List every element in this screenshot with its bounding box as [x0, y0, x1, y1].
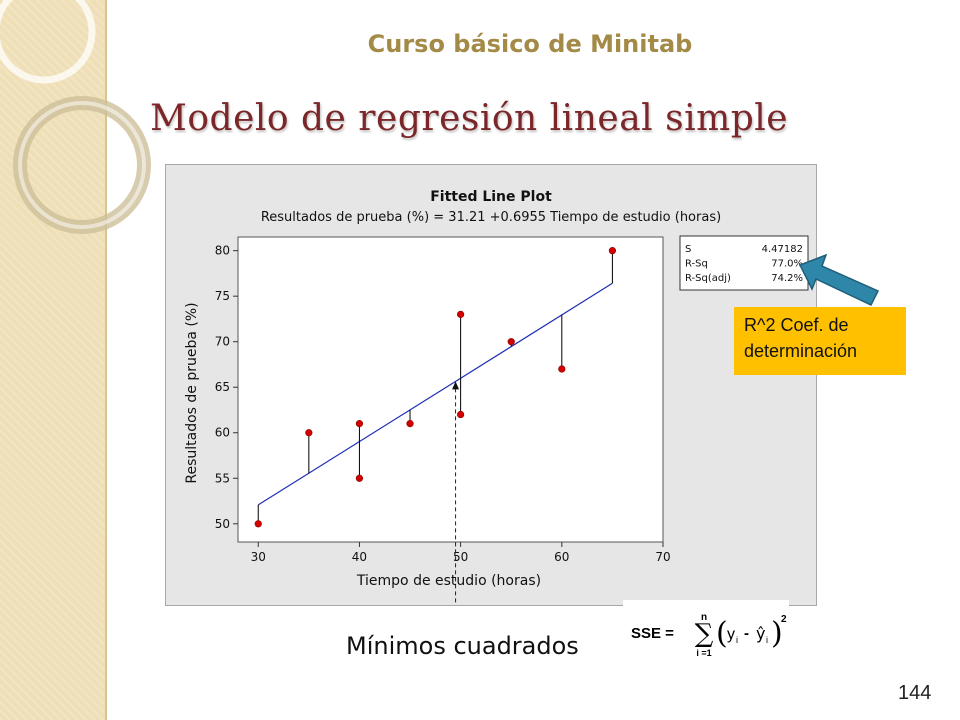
data-point-0 — [254, 520, 262, 528]
r-squared-callout: R^2 Coef. de determinación — [734, 307, 906, 375]
right-paren: ) — [771, 616, 783, 651]
x-axis-label: Tiempo de estudio (horas) — [356, 573, 541, 589]
data-point-8 — [558, 365, 566, 373]
stat-value-2: 74.2% — [771, 273, 803, 284]
y-symbol: y — [727, 626, 735, 643]
stat-label-2: R-Sq(adj) — [685, 273, 731, 284]
sum-upper: n — [701, 612, 707, 623]
stat-value-1: 77.0% — [771, 259, 803, 270]
stats-box: S 4.47182 R-Sq 77.0% R-Sq(adj) 74.2% — [679, 235, 809, 291]
left-decorative-strip — [0, 0, 105, 720]
sse-formula: SSE = n ∑ i =1 ( y i - ŷ i ) 2 — [623, 600, 789, 664]
x-tick-label-2: 50 — [453, 550, 468, 564]
marker-arrowhead — [452, 381, 460, 390]
course-title: Curso básico de Minitab — [367, 30, 693, 58]
callout-line-2: determinación — [744, 341, 858, 361]
data-point-6 — [457, 410, 465, 419]
data-point-7 — [507, 338, 515, 346]
y-tick-label-3: 65 — [215, 380, 230, 394]
data-points — [254, 247, 617, 528]
y-tick-label-5: 75 — [215, 289, 230, 303]
sum-lower: i =1 — [696, 648, 711, 658]
callout-line-1: R^2 Coef. de — [744, 315, 849, 335]
sum-symbol: ∑ — [695, 619, 714, 649]
page-number: 144 — [898, 682, 932, 704]
yhat-symbol: ŷ — [756, 624, 765, 643]
data-point-4 — [406, 420, 414, 428]
slide-title: Modelo de regresión lineal simple — [150, 98, 789, 139]
chart-title: Fitted Line Plot — [430, 189, 552, 205]
axes: 30 40 50 60 70 50 55 60 65 70 75 80 — [215, 244, 671, 564]
decorative-circles — [0, 0, 151, 234]
left-strip-edge — [105, 0, 107, 720]
least-squares-label: Mínimos cuadrados — [346, 632, 579, 660]
exponent: 2 — [781, 614, 787, 625]
stat-label-1: R-Sq — [685, 259, 708, 270]
data-point-9 — [608, 247, 617, 255]
stat-label-0: S — [685, 244, 691, 255]
yhat-subscript: i — [766, 635, 768, 645]
y-tick-label-0: 50 — [215, 517, 230, 531]
sse-lhs: SSE = — [631, 625, 674, 642]
chart-subtitle: Resultados de prueba (%) = 31.21 +0.6955… — [261, 210, 721, 225]
x-tick-label-0: 30 — [251, 550, 266, 564]
fitted-line — [257, 282, 613, 506]
data-point-2 — [355, 474, 364, 482]
data-point-5 — [457, 310, 465, 318]
x-tick-label-3: 60 — [554, 550, 569, 564]
plot-area — [237, 236, 664, 543]
y-tick-label-2: 60 — [215, 426, 230, 440]
data-point-1 — [305, 429, 313, 437]
y-subscript: i — [736, 635, 738, 645]
left-paren: ( — [716, 616, 728, 651]
fitted-line-plot: Fitted Line Plot Resultados de prueba (%… — [165, 164, 817, 606]
y-tick-label-1: 55 — [215, 471, 230, 485]
x-tick-label-1: 40 — [352, 550, 367, 564]
y-tick-label-4: 70 — [215, 335, 230, 349]
x-tick-label-4: 70 — [655, 550, 670, 564]
y-axis-label: Resultados de prueba (%) — [184, 302, 200, 483]
data-point-3 — [355, 420, 364, 428]
y-tick-label-6: 80 — [215, 244, 230, 258]
minus-sign: - — [744, 625, 749, 642]
plot-canvas: Fitted Line Plot Resultados de prueba (%… — [184, 189, 809, 605]
stat-value-0: 4.47182 — [762, 244, 803, 255]
